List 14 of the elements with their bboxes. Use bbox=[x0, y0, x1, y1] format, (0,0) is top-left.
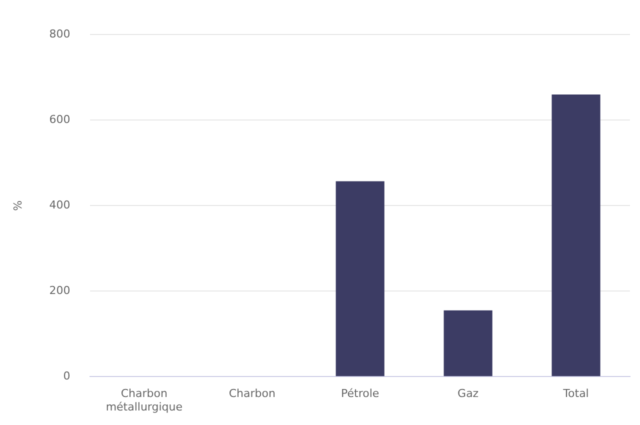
bar bbox=[552, 94, 600, 376]
x-tick-label: Pétrole bbox=[341, 387, 380, 400]
x-tick-label: Charbon bbox=[228, 387, 276, 400]
y-axis-title: % bbox=[11, 200, 24, 211]
y-tick-label: 600 bbox=[49, 112, 70, 126]
bar bbox=[336, 181, 384, 376]
y-tick-label: 800 bbox=[49, 27, 70, 40]
x-tick-label: Total bbox=[562, 387, 589, 400]
x-tick-label: Charbon métallurgique bbox=[106, 387, 183, 414]
x-tick-label: Gaz bbox=[458, 387, 479, 400]
bar bbox=[444, 310, 492, 376]
y-tick-label: 200 bbox=[49, 284, 70, 297]
y-tick-label: 400 bbox=[49, 198, 70, 212]
y-tick-label: 0 bbox=[63, 369, 70, 382]
